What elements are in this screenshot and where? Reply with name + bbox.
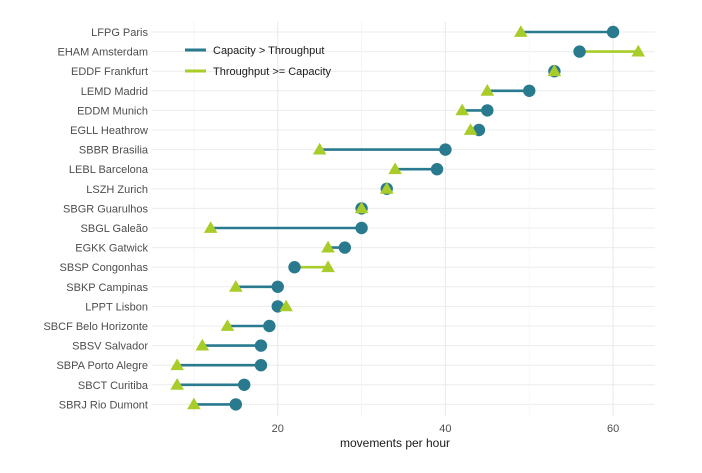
category-label: SBGL Galeão	[81, 223, 148, 235]
legend-label-throughput: Throughput >= Capacity	[213, 66, 332, 78]
category-labels: LFPG Paris EHAM Amsterdam EDDF Frankfurt LE…	[43, 27, 148, 411]
capacity-point	[355, 221, 368, 235]
capacity-point	[254, 359, 268, 372]
throughput-point	[388, 162, 402, 175]
throughput-point	[514, 25, 528, 37]
x-tick-label: 40	[439, 423, 451, 435]
category-label: EGKK Gatwick	[75, 243, 148, 255]
capacity-point	[238, 378, 251, 391]
category-label: SBCT Curitiba	[78, 380, 149, 392]
throughput-point	[321, 240, 335, 253]
capacity-point	[229, 398, 243, 411]
category-label: LEBL Barcelona	[69, 164, 149, 176]
throughput-point	[187, 397, 201, 410]
category-label: EGLL Heathrow	[70, 125, 148, 137]
category-label: SBRJ Rio Dumont	[59, 399, 148, 411]
throughput-point	[203, 221, 218, 233]
capacity-point	[481, 104, 494, 117]
marker-layer	[170, 25, 646, 411]
capacity-point	[254, 339, 268, 352]
grid-layer	[152, 22, 655, 416]
throughput-point	[321, 260, 335, 273]
capacity-point	[439, 143, 452, 156]
throughput-point	[455, 103, 469, 116]
throughput-point	[354, 201, 369, 214]
capacity-point	[263, 319, 276, 333]
x-tick-label: 20	[272, 423, 284, 435]
category-label: SBPA Porto Alegre	[56, 360, 148, 372]
throughput-point	[379, 182, 394, 194]
throughput-point	[312, 142, 327, 155]
category-label: LPPT Lisbon	[85, 301, 148, 313]
category-label: EHAM Amsterdam	[58, 47, 148, 59]
x-tick-label: 60	[607, 423, 619, 435]
legend-label-capacity: Capacity > Throughput	[213, 45, 324, 57]
throughput-point	[480, 84, 495, 96]
category-label: EDDF Frankfurt	[71, 66, 148, 78]
category-label: LFPG Paris	[91, 27, 148, 39]
capacity-point	[573, 45, 586, 58]
category-label: SBCF Belo Horizonte	[43, 321, 148, 333]
throughput-point	[463, 123, 478, 135]
category-label: SBBR Brasilia	[79, 145, 149, 157]
legend: Capacity > Throughput Throughput >= Capa…	[185, 45, 332, 78]
throughput-point	[547, 64, 562, 77]
capacity-point	[271, 280, 284, 293]
x-tick-labels: 20 40 60	[272, 423, 620, 435]
category-label: SBKP Campinas	[66, 282, 148, 294]
throughput-point	[220, 319, 235, 331]
category-label: SBGR Guarulhos	[63, 203, 148, 215]
capacity-point	[523, 84, 536, 98]
throughput-point	[170, 378, 184, 390]
throughput-point	[195, 338, 210, 351]
throughput-point	[279, 299, 293, 312]
category-label: LSZH Zurich	[86, 184, 148, 196]
throughput-point	[170, 358, 184, 371]
throughput-point	[631, 44, 646, 57]
category-label: SBSP Congonhas	[60, 262, 149, 274]
category-label: LEMD Madrid	[81, 86, 148, 98]
capacity-point	[606, 25, 620, 39]
throughput-point	[229, 280, 243, 292]
category-label: SBSV Salvador	[72, 341, 148, 353]
capacity-point	[338, 241, 352, 254]
x-axis-title: movements per hour	[340, 436, 450, 450]
segment-layer	[177, 30, 639, 406]
capacity-point	[288, 261, 301, 274]
category-label: EDDM Munich	[77, 105, 148, 117]
capacity-point	[430, 163, 444, 176]
